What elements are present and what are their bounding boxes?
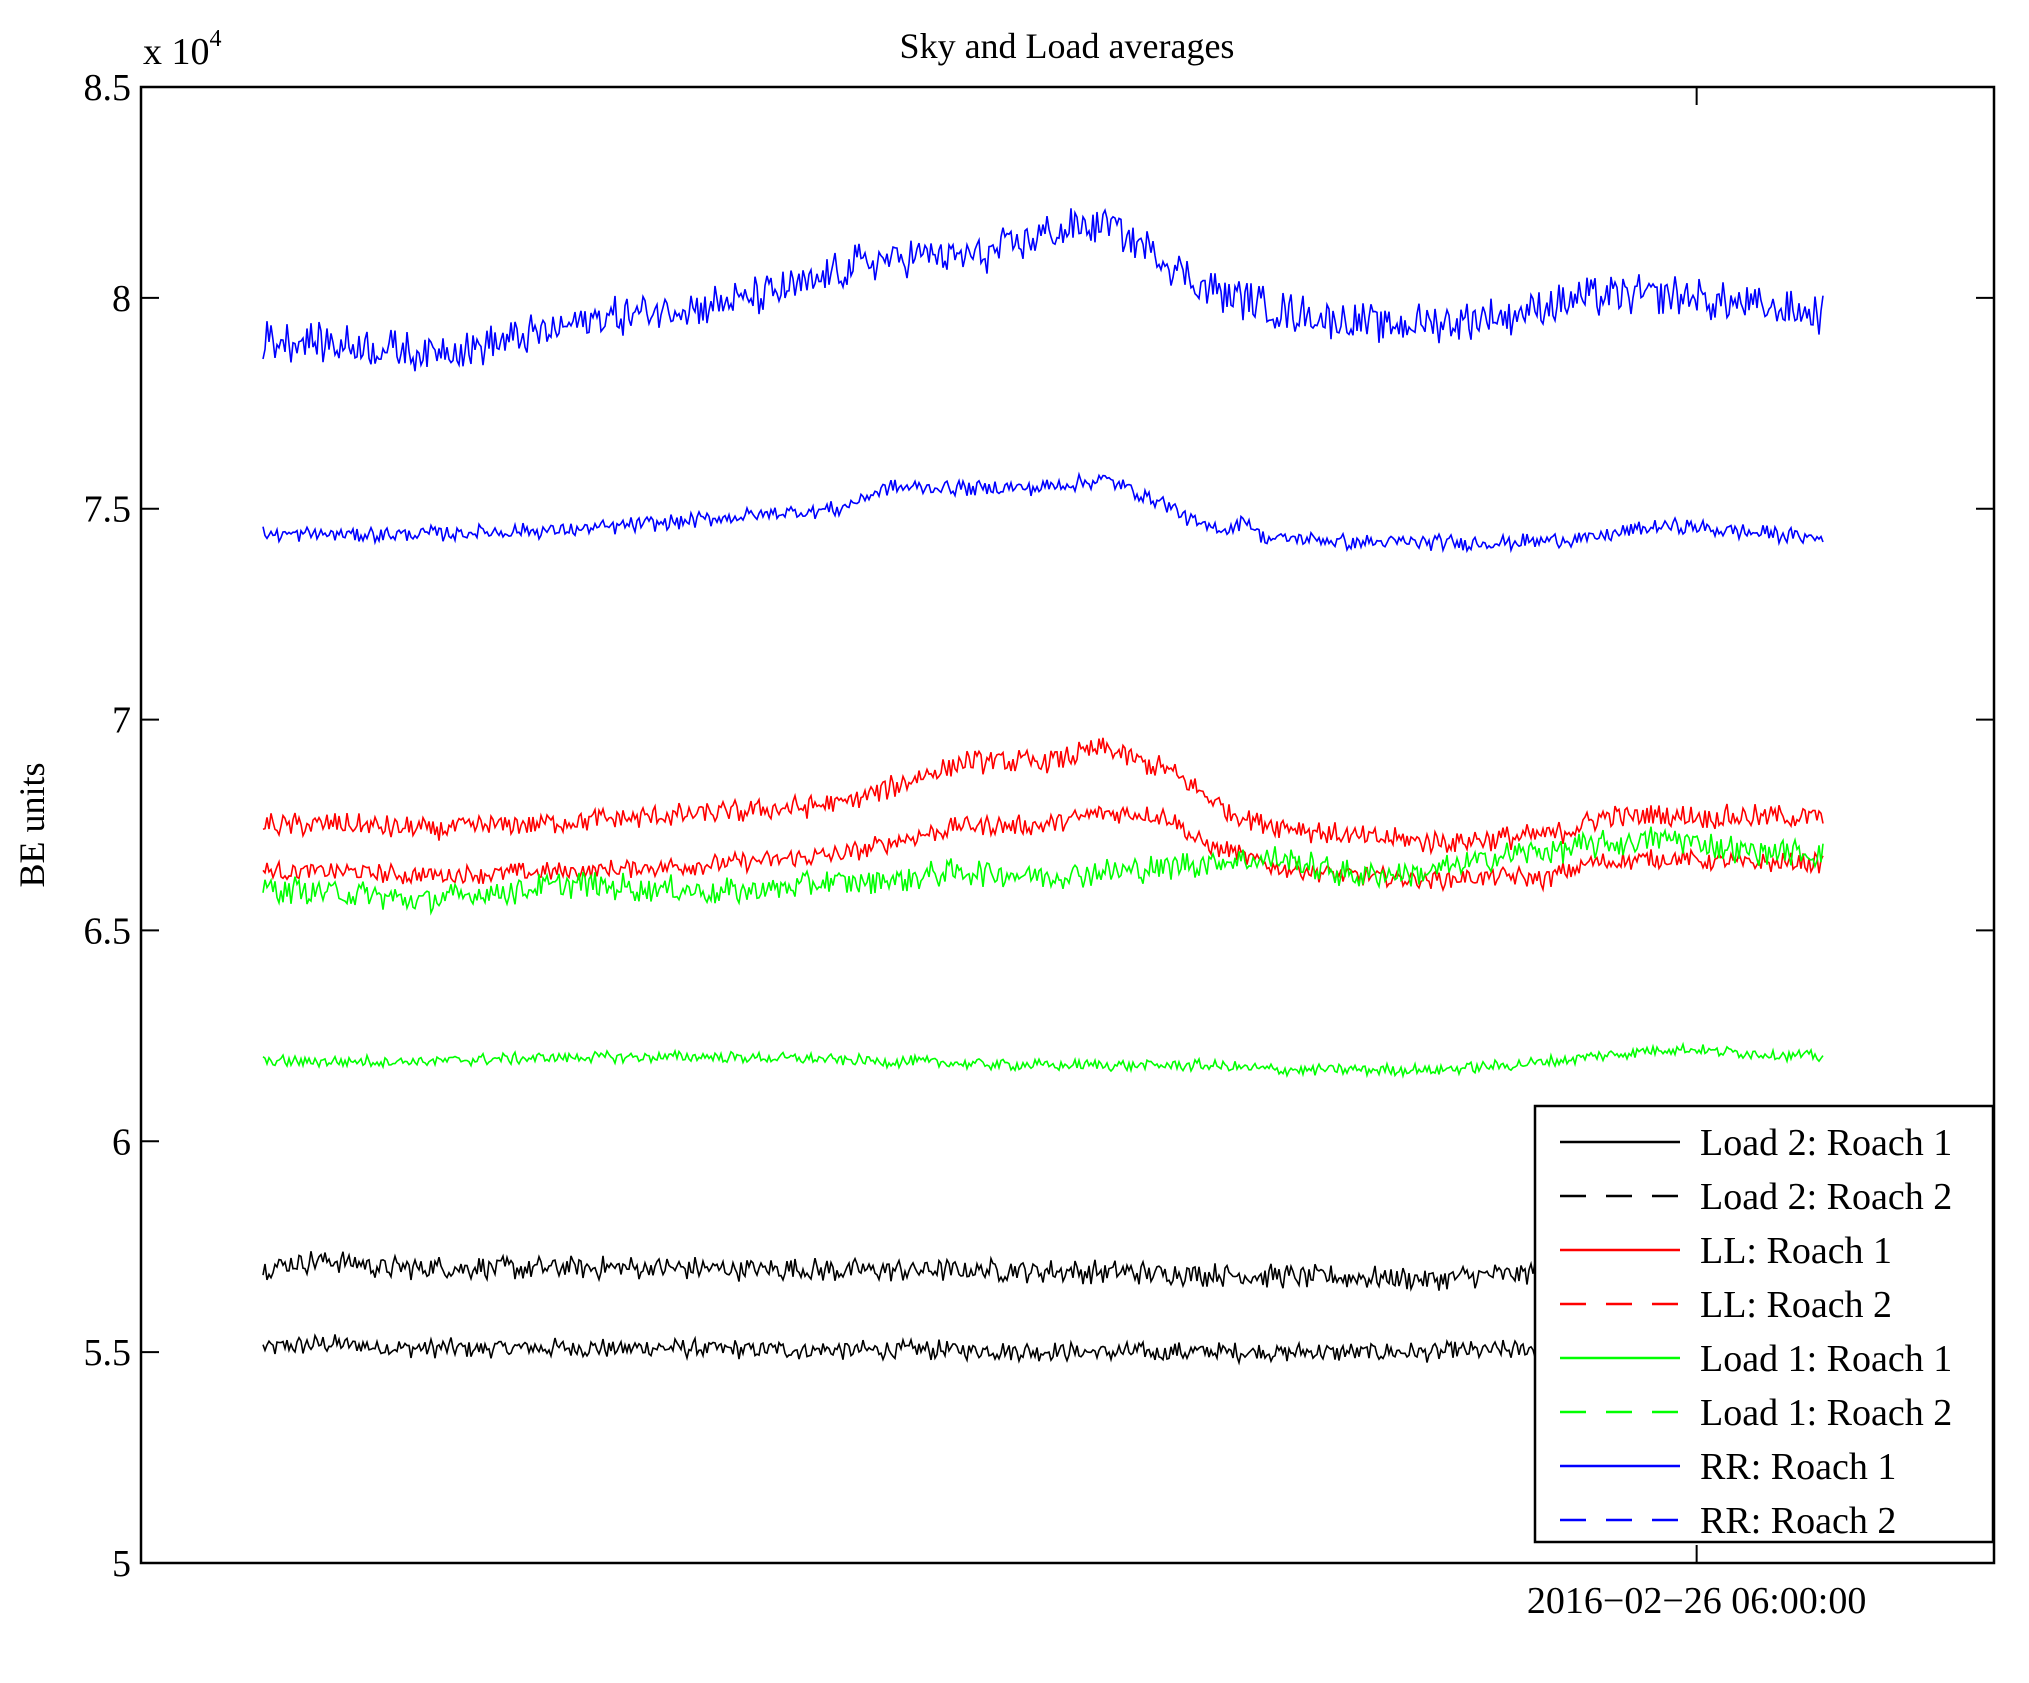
y-exponent-power: 4 [210,26,222,52]
y-exponent-label: x 104 [143,26,222,73]
legend-box [1533,1104,1995,1544]
legend-label-load-2-roach-1: Load 2: Roach 1 [1700,1122,1952,1164]
y-tick-label: 8 [112,278,131,320]
series-line-rr-roach-1 [262,471,1824,554]
series-line-load-1-roach-2 [262,826,1824,916]
series-line-rr-roach-2 [262,207,1824,372]
y-tick-label: 5.5 [84,1332,132,1374]
legend-label-rr-roach-1: RR: Roach 1 [1700,1446,1896,1488]
y-tick-label: 8.5 [84,67,132,109]
legend: Load 2: Roach 1 Load 2: Roach 2 LL: Roach … [1533,1104,1995,1544]
y-tick-label: 6.5 [84,910,132,952]
y-exponent-base: x 10 [143,31,210,73]
plot-area-frame [139,85,1996,1565]
series-line-ll-roach-2 [262,737,1824,856]
series-line-load-1-roach-1 [262,1041,1824,1079]
legend-label-load-1-roach-1: Load 1: Roach 1 [1700,1338,1952,1380]
legend-items: Load 2: Roach 1 Load 2: Roach 2 LL: Roach … [1560,1122,1952,1542]
x-axis: 2016−02−26 06:00:00 [1527,87,1866,1622]
legend-label-load-2-roach-2: Load 2: Roach 2 [1700,1176,1952,1218]
legend-label-load-1-roach-2: Load 1: Roach 2 [1700,1392,1952,1434]
y-tick-label: 7 [112,700,131,742]
y-tick-label: 5 [112,1543,131,1585]
series-layer [262,207,1824,1366]
x-tick-label: 2016−02−26 06:00:00 [1527,1580,1866,1622]
legend-label-rr-roach-2: RR: Roach 2 [1700,1500,1896,1542]
y-tick-label: 7.5 [84,489,132,531]
chart-title: Sky and Load averages [900,26,1235,66]
y-tick-label: 6 [112,1121,131,1163]
y-axis-label: BE units [12,762,52,887]
legend-label-ll-roach-1: LL: Roach 1 [1700,1230,1892,1272]
legend-label-ll-roach-2: LL: Roach 2 [1700,1284,1892,1326]
